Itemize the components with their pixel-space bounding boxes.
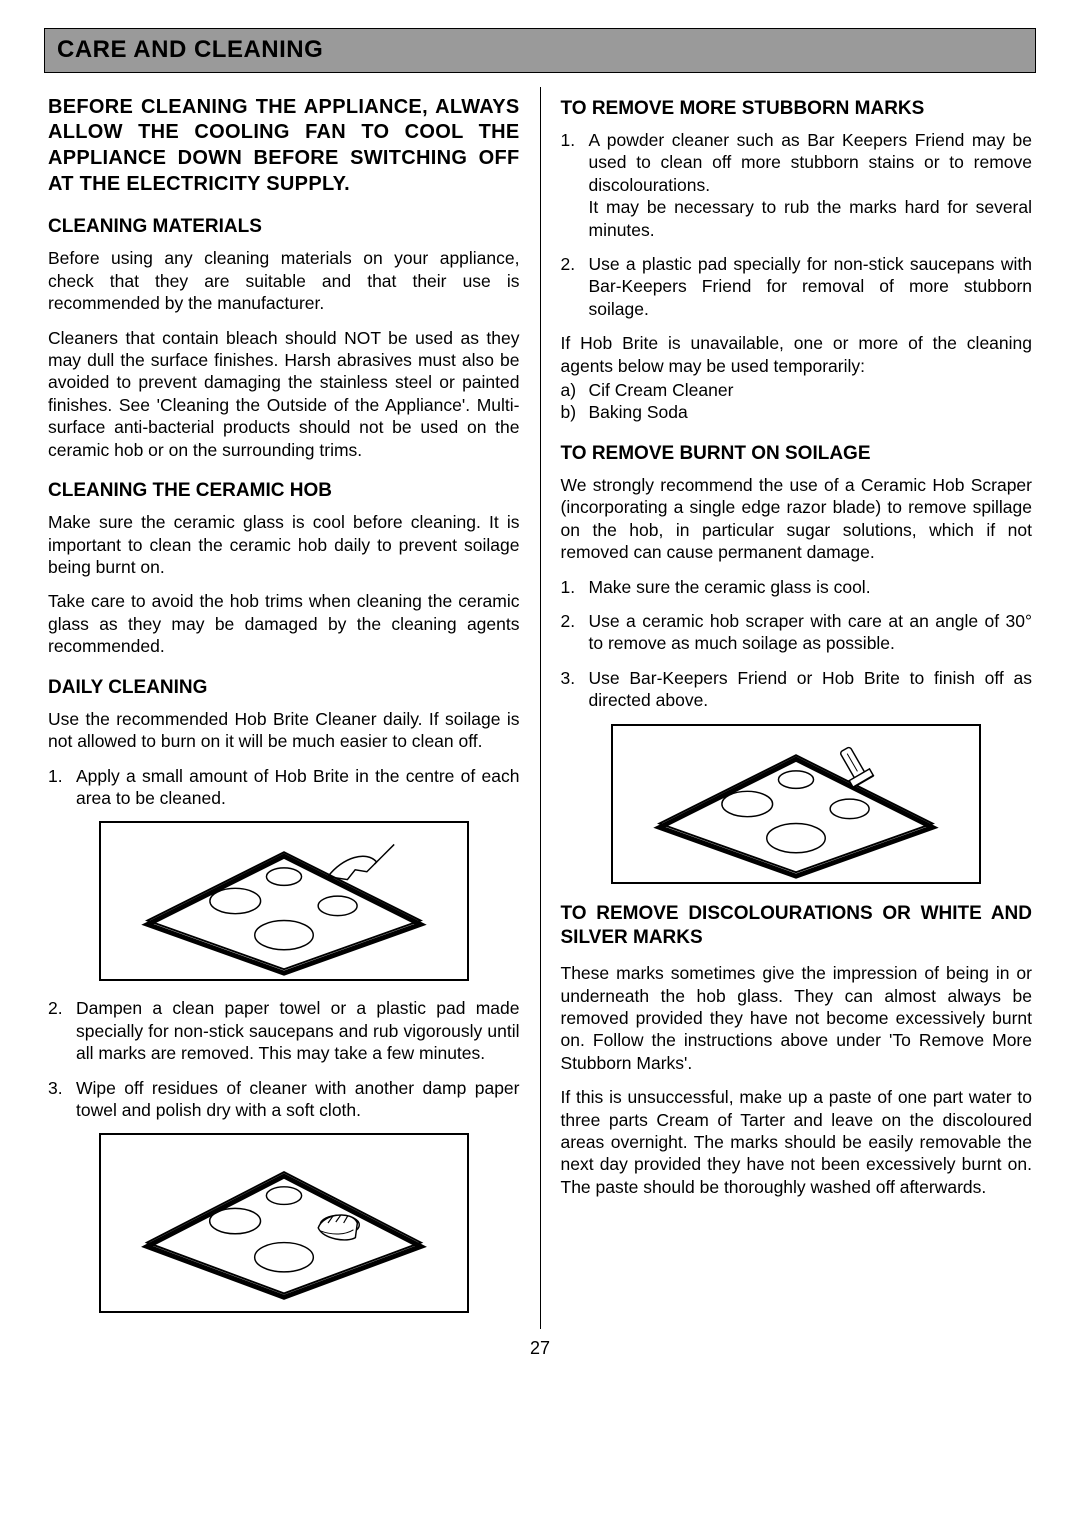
para-materials-1: Before using any cleaning materials on y… [48, 247, 520, 314]
hob-scraper-icon [613, 726, 979, 882]
list-item: 1. Apply a small amount of Hob Brite in … [48, 765, 520, 810]
step-text: A powder cleaner such as Bar Keepers Fri… [589, 129, 1033, 241]
alpha-label: a) [561, 379, 589, 401]
list-item: 1. Make sure the ceramic glass is cool. [561, 576, 1033, 598]
heading-ceramic-hob: CLEANING THE CERAMIC HOB [48, 479, 520, 503]
para-daily-1: Use the recommended Hob Brite Cleaner da… [48, 708, 520, 753]
para-ceramic-2: Take care to avoid the hob trims when cl… [48, 590, 520, 657]
burnt-steps-list: 1. Make sure the ceramic glass is cool. … [561, 576, 1033, 712]
step-text-a: A powder cleaner such as Bar Keepers Fri… [589, 130, 1033, 195]
heading-stubborn-marks: TO REMOVE MORE STUBBORN MARKS [561, 97, 1033, 121]
step-number: 2. [48, 997, 76, 1064]
step-number: 3. [48, 1077, 76, 1122]
daily-steps-list-2: 2. Dampen a clean paper towel or a plast… [48, 997, 520, 1121]
list-item: 1. A powder cleaner such as Bar Keepers … [561, 129, 1033, 241]
step-number: 3. [561, 667, 589, 712]
left-column: BEFORE CLEANING THE APPLIANCE, ALWAYS AL… [44, 87, 541, 1330]
step-text-b: It may be necessary to rub the marks har… [589, 197, 1033, 239]
page-number: 27 [44, 1337, 1036, 1360]
step-number: 1. [561, 576, 589, 598]
step-number: 2. [561, 253, 589, 320]
step-text: Wipe off residues of cleaner with anothe… [76, 1077, 520, 1122]
right-column: TO REMOVE MORE STUBBORN MARKS 1. A powde… [541, 87, 1037, 1330]
step-text: Use Bar-Keepers Friend or Hob Brite to f… [589, 667, 1033, 712]
hob-wipe-icon [101, 1135, 467, 1311]
two-column-layout: BEFORE CLEANING THE APPLIANCE, ALWAYS AL… [44, 87, 1036, 1330]
heading-burnt-soilage: TO REMOVE BURNT ON SOILAGE [561, 442, 1033, 466]
figure-hob-apply [99, 821, 469, 981]
para-disc-2: If this is unsuccessful, make up a paste… [561, 1086, 1033, 1198]
step-text: Apply a small amount of Hob Brite in the… [76, 765, 520, 810]
step-text: Dampen a clean paper towel or a plastic … [76, 997, 520, 1064]
step-number: 1. [561, 129, 589, 241]
para-burnt-1: We strongly recommend the use of a Ceram… [561, 474, 1033, 564]
para-ceramic-1: Make sure the ceramic glass is cool befo… [48, 511, 520, 578]
list-item: 3. Use Bar-Keepers Friend or Hob Brite t… [561, 667, 1033, 712]
warning-text: BEFORE CLEANING THE APPLIANCE, ALWAYS AL… [48, 95, 520, 197]
list-item: 3. Wipe off residues of cleaner with ano… [48, 1077, 520, 1122]
list-item: b) Baking Soda [561, 401, 1033, 423]
heading-daily-cleaning: DAILY CLEANING [48, 676, 520, 700]
alt-cleaners-list: a) Cif Cream Cleaner b) Baking Soda [561, 379, 1033, 424]
alt-item: Baking Soda [589, 401, 1033, 423]
section-title-bar: CARE AND CLEANING [44, 28, 1036, 73]
figure-hob-scraper [611, 724, 981, 884]
daily-steps-list: 1. Apply a small amount of Hob Brite in … [48, 765, 520, 810]
stubborn-steps-list: 1. A powder cleaner such as Bar Keepers … [561, 129, 1033, 320]
para-disc-1: These marks sometimes give the impressio… [561, 962, 1033, 1074]
list-item: 2. Dampen a clean paper towel or a plast… [48, 997, 520, 1064]
step-number: 1. [48, 765, 76, 810]
step-text: Use a ceramic hob scraper with care at a… [589, 610, 1033, 655]
section-title: CARE AND CLEANING [57, 35, 1023, 66]
list-item: 2. Use a ceramic hob scraper with care a… [561, 610, 1033, 655]
step-number: 2. [561, 610, 589, 655]
list-item: a) Cif Cream Cleaner [561, 379, 1033, 401]
step-text: Use a plastic pad specially for non-stic… [589, 253, 1033, 320]
para-materials-2: Cleaners that contain bleach should NOT … [48, 327, 520, 461]
heading-discolourations: TO REMOVE DISCOLOURATIONS OR WHITE AND S… [561, 902, 1033, 951]
para-hobbrite-alt: If Hob Brite is unavailable, one or more… [561, 332, 1033, 377]
heading-cleaning-materials: CLEANING MATERIALS [48, 215, 520, 239]
alpha-label: b) [561, 401, 589, 423]
hob-diagram-icon [101, 823, 467, 979]
step-text: Make sure the ceramic glass is cool. [589, 576, 1033, 598]
alt-item: Cif Cream Cleaner [589, 379, 1033, 401]
figure-hob-wipe [99, 1133, 469, 1313]
list-item: 2. Use a plastic pad specially for non-s… [561, 253, 1033, 320]
